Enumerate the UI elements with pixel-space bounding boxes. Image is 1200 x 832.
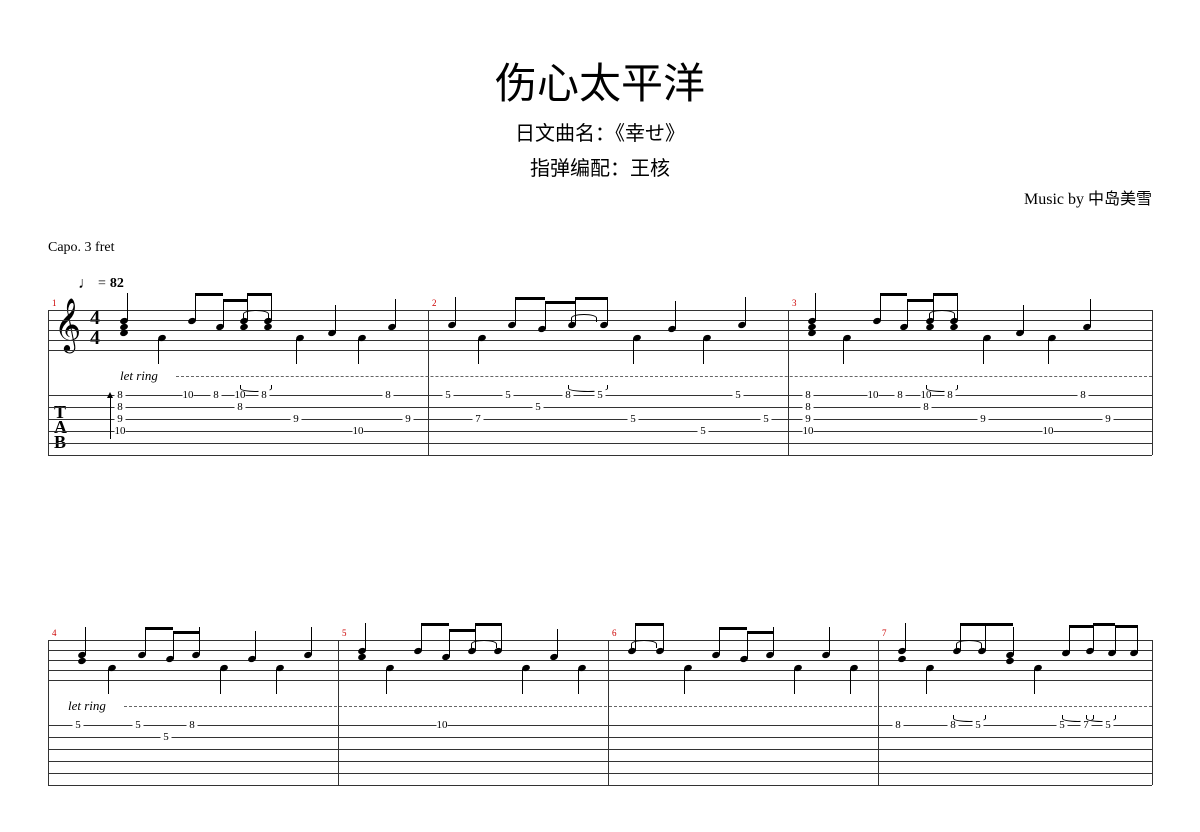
let-ring-text: let ring	[120, 368, 158, 384]
composer: Music by 中岛美雪	[1024, 185, 1152, 209]
staff-2: 4567	[48, 640, 1152, 680]
song-title: 伤心太平洋	[0, 50, 1200, 111]
tempo-bpm: 82	[110, 276, 124, 292]
tempo-marking: ♩ = 82	[78, 275, 124, 293]
let-ring-dash-2	[124, 706, 1152, 707]
tab-2: 555810885575	[48, 725, 1152, 785]
timesig-num: 4	[90, 308, 100, 328]
tempo-eq: =	[98, 276, 106, 292]
treble-clef-icon: 𝄞	[54, 302, 81, 348]
tab-1: T A B 8891010810889108957558555558891010…	[48, 395, 1152, 455]
time-signature: 4 4	[90, 308, 100, 348]
system-2: 4567 let ring 555810885575	[48, 640, 1152, 785]
let-ring-dash	[176, 376, 1152, 377]
subtitle-1: 日文曲名：《幸せ》	[0, 117, 1200, 146]
staff-1: 𝄞 4 4 123	[48, 310, 1152, 350]
system-1: 𝄞 4 4 123 let ring T A B 889101081088910…	[48, 310, 1152, 455]
subtitle-2: 指弹编配：王核	[0, 152, 1200, 181]
tempo-note-icon: ♩	[78, 275, 94, 293]
timesig-den: 4	[90, 328, 100, 348]
capo-text: Capo. 3 fret	[48, 240, 114, 256]
let-ring-text-2: let ring	[68, 698, 106, 714]
